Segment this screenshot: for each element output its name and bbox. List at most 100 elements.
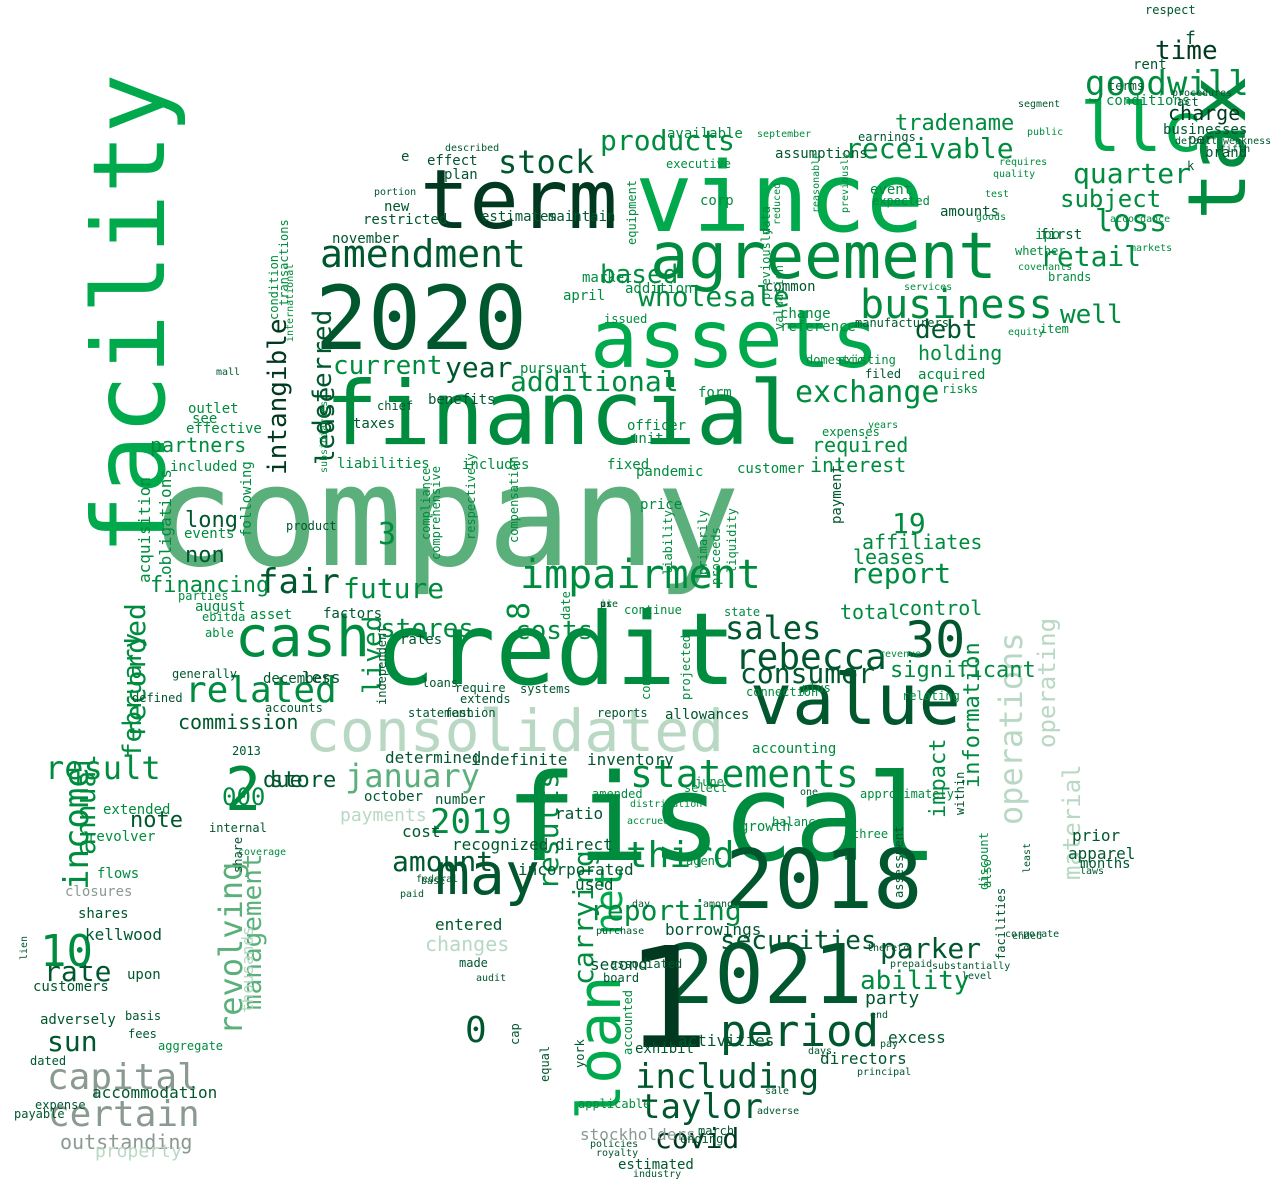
word-weakness: weakness [1223,136,1272,147]
word-payment: payment [829,464,845,524]
word-prepaid: prepaid [890,959,933,970]
word-form: form [698,385,732,401]
word-discount: discount [977,832,991,890]
word-unit: unit [630,431,664,447]
word-2013: 2013 [232,744,261,758]
word-end: end [870,1010,889,1021]
word-2021: 2021 [665,928,863,1023]
word-long: long [185,508,238,533]
word-internal: internal [209,821,267,835]
word-september: september [757,129,812,140]
word-incorporated: incorporated [518,860,634,879]
word-per: per [1188,132,1214,148]
word-customers: customers [33,979,109,995]
word-plus: plus [802,681,831,695]
word-market: market [582,270,633,286]
word-condition: condition [267,254,281,320]
word-period: period [720,1006,879,1057]
word-accommodation: accommodation [92,1083,218,1102]
word-8: 8 [502,601,537,620]
word-distribution: distribution [630,799,703,810]
word-compliance: compliance [419,467,433,540]
word-requires: requires [999,157,1048,168]
word-default: default [1175,136,1218,147]
word-interest: interest [810,453,907,477]
word-previously: previously [840,152,851,213]
word-following: following [239,461,255,537]
word-payments: payments [340,805,427,826]
word-sale: sale [765,1086,790,1097]
word-independent: independent [375,625,389,705]
word-statements: statements [630,752,859,796]
word-fashion: fashion [445,706,496,720]
word-less: less [302,668,341,687]
word-acquisition: acquisition [135,477,154,583]
word-us: us [600,599,613,610]
word-store: store [270,768,337,793]
word-operating: operating [1033,617,1061,748]
word-quality: quality [993,169,1036,180]
word-reporting: reporting [590,894,742,927]
word-adverse: adverse [757,1106,800,1117]
word-accrued: accrued [627,816,670,827]
word-addition: addition [625,281,693,297]
word-additional: additional [510,365,679,398]
word-industry: industry [633,1169,682,1180]
word-described: described [445,143,500,154]
word-value: value [750,659,961,741]
word-brand: brand [1205,145,1248,161]
word-expected: expected [872,194,930,208]
word-public: public [1027,127,1064,138]
word-impact: impact [926,738,951,818]
word-u: u [600,599,607,610]
word-require: require [455,681,506,695]
word-determined: determined [385,748,482,767]
word-debt: debt [915,315,978,345]
word-2020: 2020 [315,267,527,370]
word-extends: extends [460,692,511,706]
word-august: august [195,599,246,615]
word-facilities: facilities [994,887,1008,960]
word-item: item [1040,322,1069,336]
word-obligations: obligations [156,469,175,575]
word-acquired: acquired [918,367,986,383]
word-second: second [590,955,648,974]
word-result: result [45,749,161,787]
word-ipo: ipo [1035,227,1061,243]
word-report: report [850,557,952,590]
word-wholesale: wholesale [638,280,790,313]
word-one: one [800,787,819,798]
word-borrowings: borrowings [665,920,762,939]
word-rent: rent [1133,57,1167,73]
word-llc: llc [1080,89,1203,168]
word-estimated: estimated [618,1157,694,1173]
word-000: 000 [222,783,266,811]
word-portion: portion [374,187,417,198]
word-assets: assets [590,293,879,386]
word-capital: capital [47,1057,199,1098]
word-among: among [703,899,734,910]
word-equal: equal [538,1045,552,1082]
word-segment: segment [1018,99,1061,110]
word-ii: ii [600,599,613,610]
word-corp: corp [700,193,734,209]
word-customer: customer [737,461,805,477]
word-allowances: allowances [665,707,750,723]
word-parties: parties [178,589,229,603]
word-parker: parker [880,932,982,965]
word-including: including [635,1057,820,1097]
word-risks: risks [942,382,979,396]
word-1: 1 [625,918,710,1081]
word-affiliates: affiliates [862,530,983,554]
word-primarily: primarily [696,509,710,575]
word-earnings: earnings [858,130,916,144]
word-ended: ended [1012,931,1043,942]
word-number: number [435,792,486,808]
word-apparel: apparel [1068,844,1136,863]
word-activities: activities [678,1031,775,1050]
word-cost: cost [402,822,441,841]
word-may: may [435,840,540,908]
word-growth: growth [740,819,791,835]
word-royalty: royalty [596,1148,639,1159]
word-audit: audit [476,973,507,984]
